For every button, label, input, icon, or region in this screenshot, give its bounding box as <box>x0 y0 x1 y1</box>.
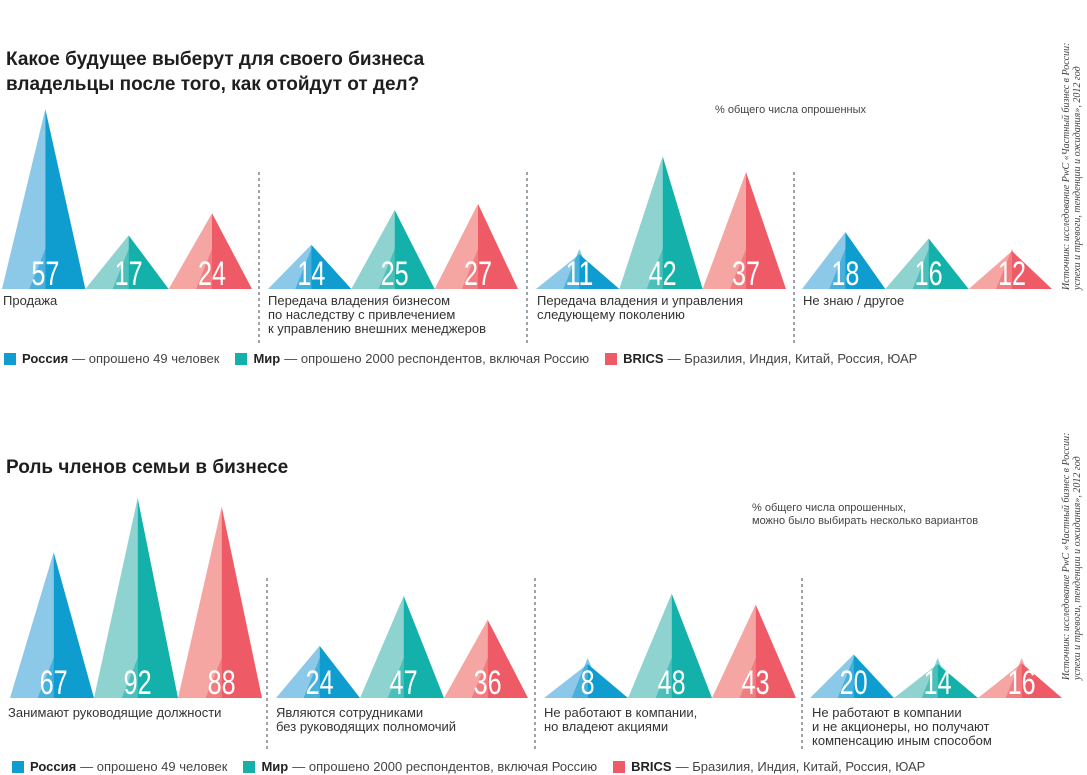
data-label: 92 <box>124 664 152 702</box>
pyramid-bar <box>276 645 360 698</box>
pyramid-bar <box>168 213 252 289</box>
data-label: 36 <box>474 664 502 702</box>
data-label: 24 <box>198 255 226 293</box>
chart1-category-label: Передача владения бизнесом по наследству… <box>268 293 486 336</box>
pyramid-bar <box>2 109 86 289</box>
legend-desc: — опрошено 2000 респондентов, включая Ро… <box>284 351 590 366</box>
chart2-category-label: Не работают в компании, но владеют акция… <box>544 705 698 734</box>
legend-item-world: Мир — опрошено 2000 респондентов, включая… <box>235 351 589 366</box>
legend-swatch <box>12 760 24 773</box>
pyramid-bar <box>628 593 712 698</box>
data-label: 20 <box>840 664 868 702</box>
data-label: 25 <box>381 255 409 293</box>
data-label: 48 <box>658 664 686 702</box>
pyramid-bar <box>536 249 620 289</box>
legend-item-brics: BRICS — Бразилия, Индия, Китай, Россия, Ю… <box>605 351 917 366</box>
pyramid-bar <box>178 506 262 698</box>
data-label: 12 <box>998 255 1026 293</box>
legend-desc: — Бразилия, Индия, Китай, Россия, ЮАР <box>667 351 918 366</box>
pyramid-bar <box>619 156 703 289</box>
chart2-category-label: Не работают в компании и не акционеры, н… <box>812 705 992 748</box>
data-label: 17 <box>115 255 143 293</box>
legend-swatch <box>235 352 248 365</box>
legend-swatch <box>4 352 16 365</box>
data-label: 14 <box>924 664 952 702</box>
pyramid-bar <box>894 658 978 698</box>
legend-swatch <box>613 760 626 773</box>
data-label: 16 <box>915 255 943 293</box>
data-label: 16 <box>1008 664 1036 702</box>
legend-name: BRICS <box>623 351 664 366</box>
chart2-category-label: Занимают руководящие должности <box>8 705 222 720</box>
data-label: 88 <box>208 664 236 702</box>
legend-name: Мир <box>253 351 281 366</box>
chart1-note: % общего числа опрошенных <box>715 104 867 116</box>
legend-name: BRICS <box>631 759 672 774</box>
legend-name: Мир <box>261 759 289 774</box>
data-label: 57 <box>31 255 59 293</box>
pyramid-bar <box>544 658 628 698</box>
chart1-legend: Россия — опрошено 49 человек Мир — опрошен… <box>4 351 933 366</box>
pyramid-bar <box>885 238 969 289</box>
data-label: 47 <box>390 664 418 702</box>
chart2-note: % общего числа опрошенных, можно было вы… <box>752 502 979 527</box>
pyramid-bar <box>360 595 444 698</box>
data-label: 11 <box>565 255 593 293</box>
legend-item-russia: Россия — опрошено 49 человек <box>12 759 227 774</box>
chart1-category-label: Не знаю / другое <box>803 293 905 308</box>
pyramid-bar <box>810 654 894 698</box>
legend-desc: — Бразилия, Индия, Китай, Россия, ЮАР <box>675 759 926 774</box>
data-label: 27 <box>464 255 492 293</box>
chart1-category-label: Продажа <box>3 293 58 308</box>
data-label: 42 <box>649 255 677 293</box>
data-label: 24 <box>306 664 334 702</box>
pyramid-bar <box>968 249 1052 289</box>
pyramid-bar <box>978 658 1062 698</box>
data-label: 18 <box>831 255 859 293</box>
data-label: 8 <box>581 664 595 702</box>
legend-desc: — опрошено 49 человек <box>72 351 220 366</box>
pyramid-bar <box>268 244 352 289</box>
pyramid-bar <box>351 210 435 289</box>
chart2-title: Роль членов семьи в бизнесе <box>6 457 289 478</box>
pyramid-bar <box>712 604 796 698</box>
legend-swatch <box>243 760 256 773</box>
data-label: 37 <box>732 255 760 293</box>
legend-item-brics: BRICS — Бразилия, Индия, Китай, Россия, Ю… <box>613 759 925 774</box>
legend-desc: — опрошено 49 человек <box>80 759 228 774</box>
data-label: 14 <box>297 255 325 293</box>
pyramid-bar <box>94 498 178 698</box>
pyramid-bar <box>10 552 94 698</box>
pyramid-bar <box>802 232 886 289</box>
data-label: 43 <box>742 664 770 702</box>
pyramid-bar <box>434 203 518 289</box>
legend-swatch <box>605 352 618 365</box>
legend-name: Россия <box>22 351 69 366</box>
legend-name: Россия <box>30 759 77 774</box>
data-label: 67 <box>40 664 68 702</box>
legend-item-world: Мир — опрошено 2000 респондентов, включая… <box>243 759 597 774</box>
legend-item-russia: Россия — опрошено 49 человек <box>4 351 219 366</box>
chart2-legend: Россия — опрошено 49 человек Мир — опрошен… <box>12 759 941 774</box>
pyramid-bar <box>702 172 786 289</box>
pyramid-bar <box>444 619 528 698</box>
chart2-category-label: Являются сотрудниками без руководящих по… <box>276 705 457 734</box>
pyramid-bar <box>85 235 169 289</box>
legend-desc: — опрошено 2000 респондентов, включая Ро… <box>292 759 598 774</box>
chart1-title: Какое будущее выберут для своего бизнеса… <box>6 49 425 95</box>
chart1-category-label: Передача владения и управления следующем… <box>537 293 744 322</box>
